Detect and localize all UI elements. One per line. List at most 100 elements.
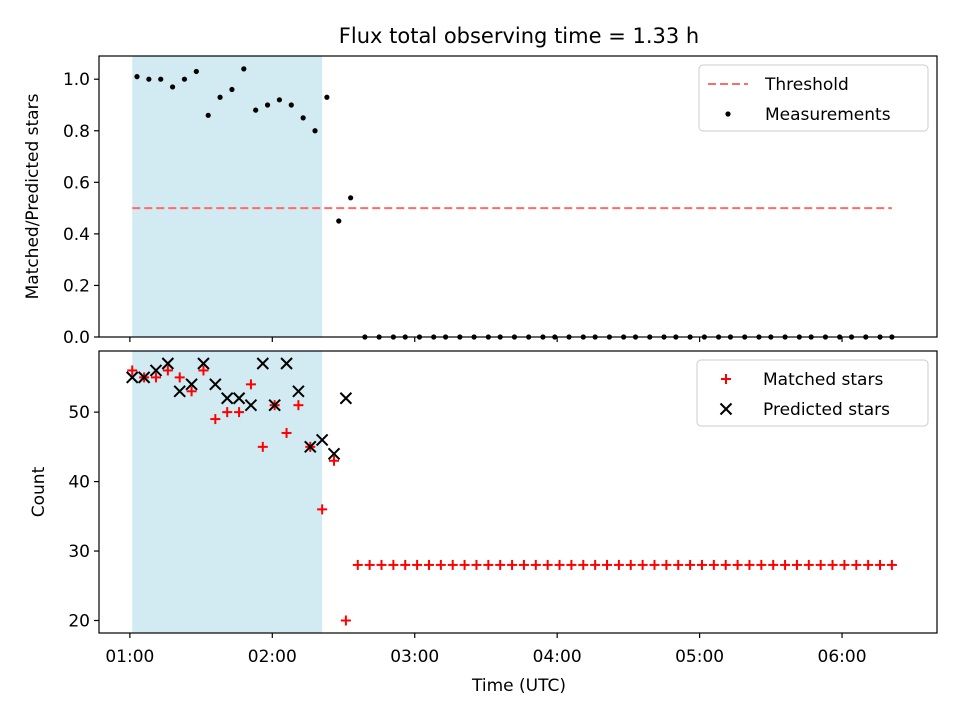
axes-frame (98, 55, 938, 338)
matched-point (720, 559, 731, 570)
y-tick-label: 0.4 (63, 225, 90, 245)
measurement-point (324, 94, 330, 100)
predicted-point (220, 392, 234, 405)
matched-point (827, 559, 838, 570)
predicted-point (256, 357, 270, 370)
measurement-point (348, 195, 354, 201)
matched-point (732, 559, 743, 570)
predicted-point (126, 371, 139, 384)
predicted-point (327, 447, 341, 461)
matched-point (495, 559, 506, 570)
matched-point (471, 559, 482, 570)
matched-point (174, 372, 185, 383)
matched-point (293, 400, 304, 411)
matched-point (222, 407, 233, 418)
matched-point (578, 559, 589, 570)
legend-matched-swatch (721, 374, 731, 384)
matched-point (756, 559, 767, 570)
x-tick-label: 04:00 (533, 647, 582, 667)
observing-window-band (132, 56, 323, 337)
y-tick-label: 1.0 (63, 70, 90, 90)
matched-point (162, 365, 173, 376)
series-measurements (134, 66, 895, 340)
matched-point (198, 365, 209, 376)
measurement-point (146, 76, 152, 82)
y-tick-label: 20 (68, 611, 90, 631)
matched-point (376, 559, 387, 570)
predicted-point (232, 392, 246, 405)
measurement-point (205, 112, 211, 118)
measurement-point (241, 66, 247, 72)
measurement-point (229, 86, 235, 93)
matched-point (388, 559, 399, 570)
matched-point (768, 559, 779, 570)
matched-point (340, 615, 351, 626)
axes-frame (98, 350, 938, 634)
matched-point (435, 559, 446, 570)
matched-point (851, 559, 862, 570)
matched-point (317, 504, 328, 515)
matched-point (708, 559, 719, 570)
matched-point (886, 559, 897, 570)
matched-point (400, 559, 411, 570)
matched-point (673, 559, 684, 570)
measurement-point (276, 97, 283, 103)
x-tick-label: 01:00 (105, 647, 154, 667)
predicted-point (197, 357, 210, 370)
chart-title: Flux total observing time = 1.33 h (339, 24, 699, 48)
matched-point (839, 559, 850, 570)
matched-point (507, 559, 518, 570)
y-tick-label: 0.0 (63, 328, 90, 348)
predicted-point (209, 378, 222, 391)
measurement-point (169, 84, 176, 90)
predicted-point (268, 398, 281, 412)
y-tick-label: 0.6 (63, 173, 90, 193)
star-count-panel: 20 30 40 50 01:00 02:00 03:00 04:00 05:00 06:00 Co… (29, 350, 938, 667)
matched-point (590, 559, 601, 570)
observing-window-band (132, 351, 323, 633)
predicted-point (137, 371, 151, 384)
matched-point (257, 441, 268, 452)
y-axis-label: Count (29, 466, 49, 517)
legend-label: Predicted stars (763, 400, 890, 420)
measurement-point (193, 68, 199, 75)
matched-point (803, 559, 814, 570)
matched-point (649, 559, 660, 570)
predicted-point (173, 385, 186, 398)
matched-point (281, 427, 292, 438)
matched-point (483, 559, 494, 570)
matched-point (815, 559, 826, 570)
matched-point (150, 372, 161, 383)
predicted-point (339, 392, 353, 405)
x-axis-label: Time (UTC) (471, 676, 566, 696)
matched-point (661, 559, 672, 570)
predicted-point (149, 364, 163, 377)
matched-point (459, 559, 470, 570)
matched-point (625, 559, 636, 570)
y-tick-label: 40 (68, 473, 90, 493)
matched-ratio-panel: 0.0 0.2 0.4 0.6 0.8 1.0 Matched/Predicted star… (23, 55, 938, 348)
predicted-point (304, 440, 317, 454)
measurement-point (336, 218, 342, 224)
measurement-point (181, 76, 188, 82)
legend-measurement-swatch (725, 111, 731, 117)
predicted-point (315, 433, 329, 447)
matched-point (234, 407, 245, 418)
y-tick-label: 0.8 (63, 122, 90, 142)
predicted-point (244, 398, 258, 412)
measurement-point (300, 115, 306, 121)
matched-point (602, 559, 613, 570)
matched-point (245, 379, 256, 390)
measurement-point (217, 94, 223, 100)
predicted-point (161, 357, 175, 370)
matched-point (791, 559, 802, 570)
matched-point (613, 559, 624, 570)
legend: Threshold Measurements (698, 64, 929, 132)
measurement-point (158, 76, 164, 82)
y-tick-label: 0.2 (63, 276, 90, 296)
measurement-point (264, 102, 271, 108)
matched-point (329, 455, 340, 466)
matched-point (423, 559, 434, 570)
x-tick-label: 06:00 (818, 647, 867, 667)
predicted-point (185, 378, 198, 391)
